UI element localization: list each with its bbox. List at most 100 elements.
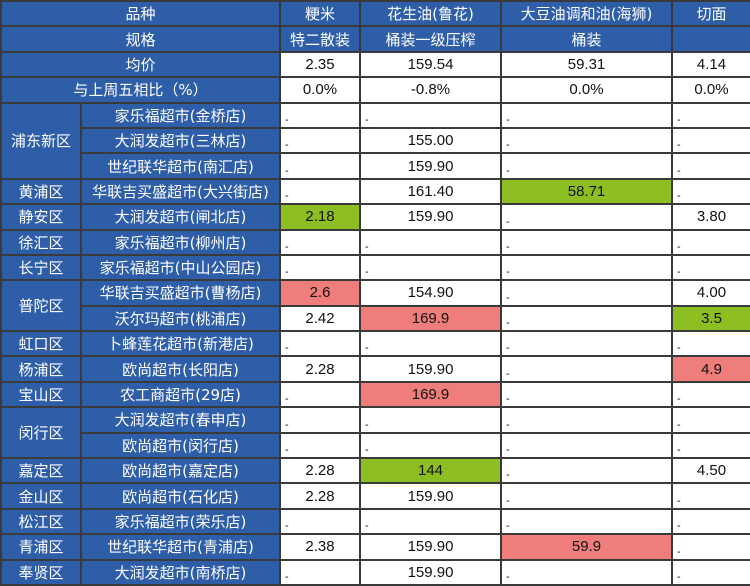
price-cell: - — [671, 431, 750, 460]
spec-row: 规格 特二散装 桶装一级压榨 桶装 — [0, 25, 750, 53]
price-cell: - — [500, 304, 674, 333]
table-row: 嘉定区 欧尚超市(嘉定店) 2.28 144-4.50 — [0, 457, 750, 485]
price-cell: - — [671, 406, 750, 434]
table-row: 徐汇区 家乐福超市(柳州店) - - - - — [0, 228, 750, 256]
price-cell: 4.00 — [671, 279, 750, 307]
district-cell: 青浦区 — [0, 533, 82, 561]
price-cell: - — [671, 126, 750, 155]
price-cell: 159.90 — [359, 533, 503, 561]
store-cell: 华联吉买盛超市(大兴街店) — [79, 177, 282, 206]
district-cell: 嘉定区 — [0, 457, 82, 485]
price-cell: - — [359, 406, 503, 434]
store-cell: 大润发超市(南桥店) — [79, 558, 282, 586]
price-cell: 159.90 — [359, 558, 503, 586]
table-row: 松江区 家乐福超市(荣乐店) - - - - — [0, 507, 750, 536]
price-cell: - — [359, 431, 503, 460]
district-cell: 静安区 — [0, 203, 82, 231]
price-cell: - — [500, 228, 674, 256]
store-cell: 大润发超市(闸北店) — [79, 203, 282, 231]
change-value: 0.0% — [500, 76, 674, 104]
district-cell: 金山区 — [0, 482, 82, 510]
price-cell: - — [279, 152, 362, 180]
table-row: 大润发超市(三林店) -155.00- - — [1, 126, 750, 155]
price-cell: - — [359, 253, 503, 282]
table-row: 长宁区 家乐福超市(中山公园店) - - - - — [0, 253, 750, 282]
store-cell: 农工商超市(29店) — [79, 380, 282, 409]
price-cell: - — [500, 330, 674, 358]
price-cell: 144 — [359, 457, 503, 485]
table-row: 闵行区 大润发超市(春申店) - - - - — [0, 406, 750, 460]
price-cell: - — [279, 330, 362, 358]
store-cell: 大润发超市(春申店) — [79, 406, 282, 434]
table-row: 杨浦区 欧尚超市(长阳店) 2.28 159.90-4.9 — [0, 355, 750, 383]
change-row: 与上周五相比（%） 0.0% -0.8% 0.0% 0.0% — [0, 76, 750, 104]
change-value: -0.8% — [359, 76, 503, 104]
price-cell: 2.28 — [279, 482, 362, 510]
price-cell: - — [671, 152, 750, 180]
price-cell: - — [671, 177, 750, 206]
store-cell: 家乐福超市(中山公园店) — [79, 253, 282, 282]
price-cell: 2.18 — [279, 203, 362, 231]
price-cell: 2.6 — [279, 279, 362, 307]
price-cell: 59.9 — [500, 533, 674, 561]
district-cell: 杨浦区 — [0, 355, 82, 383]
price-cell: - — [671, 482, 750, 510]
product-spec: 特二散装 — [279, 25, 362, 53]
price-cell: - — [500, 406, 674, 434]
district-cell: 闵行区 — [0, 406, 82, 460]
price-cell: - — [279, 228, 362, 256]
district-cell: 普陀区 — [0, 279, 82, 333]
price-cell: - — [500, 101, 674, 129]
avg-price: 59.31 — [500, 50, 674, 79]
district-cell: 宝山区 — [0, 380, 82, 409]
price-cell: - — [671, 330, 750, 358]
price-cell: 155.00 — [359, 126, 503, 155]
price-cell: - — [500, 431, 674, 460]
price-cell: - — [671, 228, 750, 256]
product-spec: 桶装一级压榨 — [359, 25, 503, 53]
table-row: 静安区 大润发超市(闸北店) 2.18 159.90-3.80 — [0, 203, 750, 231]
price-cell: 169.9 — [359, 304, 503, 333]
table-row: 沃尔玛超市(桃浦店) 2.42 169.9-3.5 — [1, 304, 750, 333]
price-cell: - — [279, 406, 362, 434]
price-cell: - — [359, 101, 503, 129]
price-cell: 169.9 — [359, 380, 503, 409]
price-cell: - — [500, 507, 674, 536]
store-cell: 欧尚超市(嘉定店) — [79, 457, 282, 485]
avg-price: 2.35 — [279, 50, 362, 79]
price-cell: - — [500, 253, 674, 282]
price-cell: - — [500, 457, 674, 485]
price-cell: - — [671, 507, 750, 536]
product-spec — [671, 25, 750, 53]
price-cell: - — [500, 558, 674, 586]
store-cell: 卜蜂莲花超市(新港店) — [79, 330, 282, 358]
product-name: 花生油(鲁花) — [359, 0, 503, 28]
store-cell: 世纪联华超市(青浦店) — [79, 533, 282, 561]
avg-price: 159.54 — [359, 50, 503, 79]
price-cell: 4.50 — [671, 457, 750, 485]
district-cell: 长宁区 — [0, 253, 82, 282]
district-cell: 黄浦区 — [0, 177, 82, 206]
avg-row: 均价 2.35 159.54 59.31 4.14 — [0, 50, 750, 79]
price-cell: - — [500, 126, 674, 155]
product-name: 粳米 — [279, 0, 362, 28]
price-cell: 159.90 — [359, 203, 503, 231]
price-cell: 159.90 — [359, 482, 503, 510]
price-cell: - — [500, 152, 674, 180]
price-cell: - — [279, 253, 362, 282]
store-cell: 家乐福超市(荣乐店) — [79, 507, 282, 536]
avg-label: 均价 — [0, 50, 282, 79]
price-cell: - — [671, 101, 750, 129]
price-cell: 161.40 — [359, 177, 503, 206]
price-cell: 3.80 — [671, 203, 750, 231]
price-cell: - — [671, 380, 750, 409]
price-cell: 159.90 — [359, 355, 503, 383]
store-cell: 欧尚超市(长阳店) — [79, 355, 282, 383]
price-cell: - — [359, 228, 503, 256]
table-row: 世纪联华超市(南汇店) -159.90- - — [1, 152, 750, 180]
price-cell: - — [500, 482, 674, 510]
price-cell: - — [279, 101, 362, 129]
price-cell: - — [671, 558, 750, 586]
table-row: 金山区 欧尚超市(石化店) 2.28 159.90- - — [0, 482, 750, 510]
